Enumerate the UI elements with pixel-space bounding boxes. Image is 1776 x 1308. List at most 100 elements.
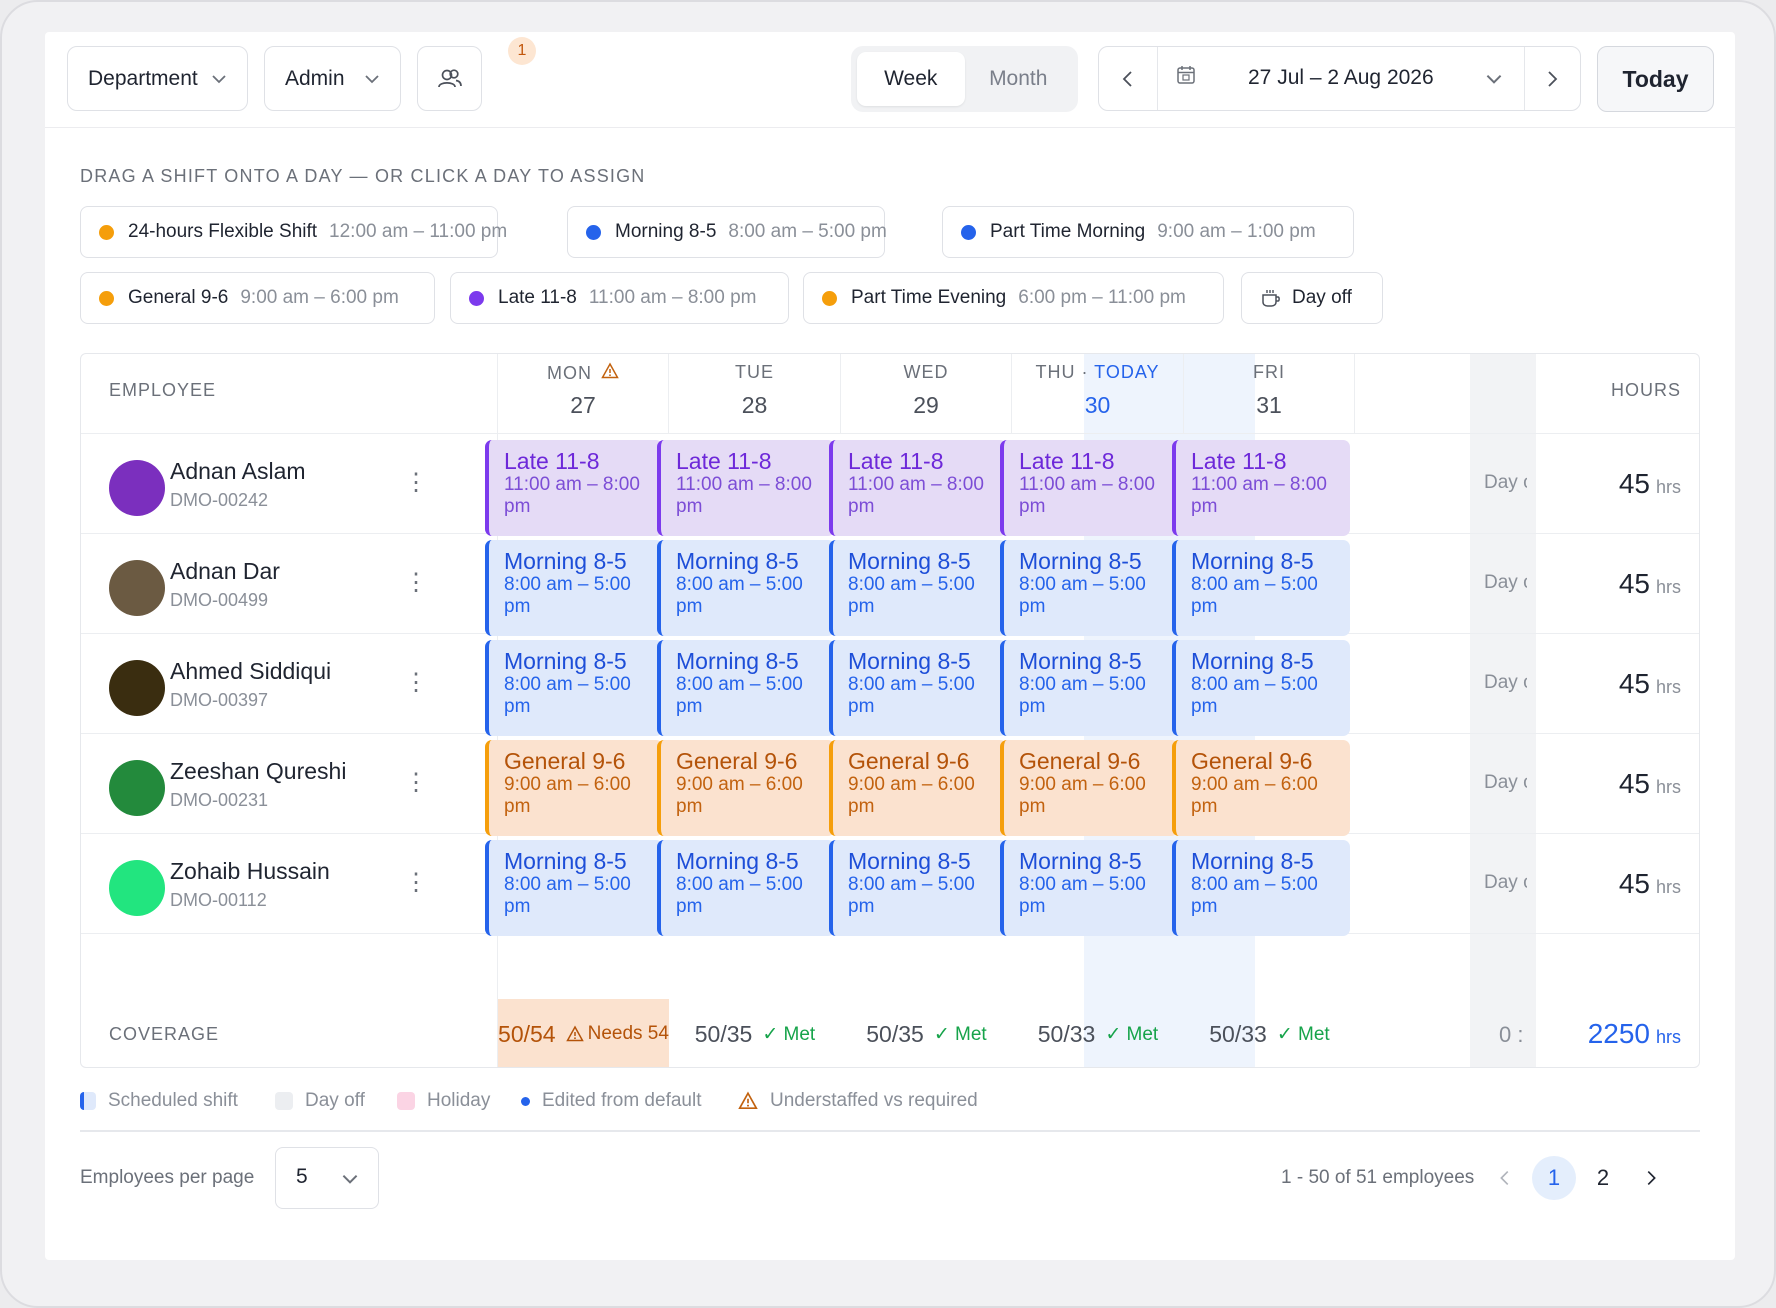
legend-understaffed: Understaffed vs required bbox=[738, 1090, 978, 1112]
dayoff-cell[interactable]: Day off bbox=[1484, 772, 1527, 793]
avatar bbox=[109, 760, 165, 816]
page-2-button[interactable]: 2 bbox=[1596, 1165, 1610, 1190]
dayoff-column bbox=[1470, 354, 1536, 1067]
scheduled-swatch bbox=[80, 1092, 96, 1110]
coverage-cell-fri: 50/33 ✓ Met bbox=[1209, 1020, 1330, 1047]
shift-block[interactable]: General 9-6 9:00 am – 6:00 pm bbox=[1000, 740, 1178, 836]
shift-block[interactable]: General 9-6 9:00 am – 6:00 pm bbox=[485, 740, 663, 836]
shift-chip[interactable]: Late 11-8 11:00 am – 8:00 pm bbox=[450, 272, 789, 324]
date-range-label[interactable]: 27 Jul – 2 Aug 2026 bbox=[1248, 66, 1434, 89]
shift-block[interactable]: Morning 8-5 8:00 am – 5:00 pm bbox=[657, 840, 835, 936]
group-filter-button[interactable] bbox=[417, 46, 482, 111]
shift-block[interactable]: General 9-6 9:00 am – 6:00 pm bbox=[657, 740, 835, 836]
hours-total: 45 hrs bbox=[1618, 768, 1681, 799]
shift-block[interactable]: Morning 8-5 8:00 am – 5:00 pm bbox=[657, 640, 835, 736]
shift-block[interactable]: Morning 8-5 8:00 am – 5:00 pm bbox=[485, 640, 663, 736]
users-icon bbox=[437, 68, 462, 87]
hours-total: 45 hrs bbox=[1618, 868, 1681, 899]
shift-color-dot bbox=[99, 224, 114, 240]
hours-column-header: HOURS bbox=[1610, 380, 1681, 400]
shift-block[interactable]: Morning 8-5 8:00 am – 5:00 pm bbox=[657, 540, 835, 636]
shift-chip[interactable]: General 9-6 9:00 am – 6:00 pm bbox=[80, 272, 435, 324]
shift-block[interactable]: Morning 8-5 8:00 am – 5:00 pm bbox=[829, 840, 1007, 936]
more-vertical-icon[interactable]: ⋮ bbox=[404, 469, 428, 496]
coverage-cell-thu: 50/33 ✓ Met bbox=[1037, 1020, 1159, 1047]
dayoff-cell[interactable]: Day off bbox=[1484, 872, 1527, 893]
chevron-right-icon[interactable] bbox=[1540, 67, 1564, 91]
per-page-select[interactable]: 5 bbox=[275, 1147, 379, 1209]
shift-chip[interactable]: Part Time Evening 6:00 pm – 11:00 pm bbox=[803, 272, 1224, 324]
dayoff-chip[interactable]: Day off bbox=[1241, 272, 1383, 324]
coverage-cell-mon: 50/54 Needs 54 bbox=[498, 999, 669, 1067]
shift-block[interactable]: Morning 8-5 8:00 am – 5:00 pm bbox=[1172, 840, 1350, 936]
coverage-label: COVERAGE bbox=[109, 1024, 220, 1044]
schedule-grid: EMPLOYEE MON 27 TUE 28 WED 29 THU · TODA… bbox=[80, 353, 1700, 1068]
shift-block[interactable]: Late 11-8 11:00 am – 8:00 pm bbox=[485, 440, 663, 536]
more-vertical-icon[interactable]: ⋮ bbox=[404, 669, 428, 696]
shift-block[interactable]: Morning 8-5 8:00 am – 5:00 pm bbox=[1000, 840, 1178, 936]
chevron-down-icon bbox=[342, 1174, 358, 1184]
shift-block[interactable]: Morning 8-5 8:00 am – 5:00 pm bbox=[1000, 640, 1178, 736]
today-button[interactable]: Today bbox=[1597, 46, 1714, 112]
shift-chip-name: Part Time Morning bbox=[990, 221, 1146, 242]
shift-block[interactable]: Morning 8-5 8:00 am – 5:00 pm bbox=[485, 840, 663, 936]
warning-icon bbox=[738, 1091, 758, 1110]
day-header-fri[interactable]: FRI 31 bbox=[1184, 354, 1355, 433]
month-view-button[interactable]: Month bbox=[989, 67, 1048, 90]
shift-block[interactable]: Morning 8-5 8:00 am – 5:00 pm bbox=[1000, 540, 1178, 636]
employee-id: DMO-00242 bbox=[170, 490, 269, 510]
dayoff-cell[interactable]: Day off bbox=[1484, 472, 1527, 493]
shift-block[interactable]: Late 11-8 11:00 am – 8:00 pm bbox=[657, 440, 835, 536]
check-icon: ✓ bbox=[762, 1023, 779, 1045]
shift-block[interactable]: General 9-6 9:00 am – 6:00 pm bbox=[829, 740, 1007, 836]
employee-id: DMO-00499 bbox=[170, 590, 269, 610]
shift-chip[interactable]: Part Time Morning 9:00 am – 1:00 pm bbox=[942, 206, 1354, 258]
more-vertical-icon[interactable]: ⋮ bbox=[404, 569, 428, 596]
day-header-tue[interactable]: TUE 28 bbox=[669, 354, 841, 433]
day-number: 29 bbox=[913, 392, 939, 418]
shift-block[interactable]: General 9-6 9:00 am – 6:00 pm bbox=[1172, 740, 1350, 836]
holiday-swatch bbox=[397, 1092, 415, 1110]
day-number: 31 bbox=[1256, 392, 1282, 418]
more-vertical-icon[interactable]: ⋮ bbox=[404, 769, 428, 796]
shift-block[interactable]: Morning 8-5 8:00 am – 5:00 pm bbox=[1172, 640, 1350, 736]
week-view-button[interactable]: Week bbox=[857, 52, 965, 106]
shift-chip-name: 24-hours Flexible Shift bbox=[128, 221, 318, 242]
chevron-left-icon[interactable] bbox=[1116, 67, 1140, 91]
next-page-button[interactable] bbox=[1629, 1156, 1673, 1200]
shift-block[interactable]: Late 11-8 11:00 am – 8:00 pm bbox=[1000, 440, 1178, 536]
shift-block[interactable]: Morning 8-5 8:00 am – 5:00 pm bbox=[1172, 540, 1350, 636]
shift-chip-name: Late 11-8 bbox=[498, 287, 577, 308]
per-page-label: Employees per page bbox=[80, 1167, 255, 1188]
role-dropdown[interactable]: Admin bbox=[264, 46, 401, 111]
shift-chip[interactable]: Morning 8-5 8:00 am – 5:00 pm bbox=[567, 206, 887, 258]
shift-color-dot bbox=[469, 290, 484, 306]
shift-chip-name: General 9-6 bbox=[128, 287, 229, 308]
shift-block[interactable]: Late 11-8 11:00 am – 8:00 pm bbox=[1172, 440, 1350, 536]
day-header-wed[interactable]: WED 29 bbox=[841, 354, 1012, 433]
page-1-button[interactable]: 1 bbox=[1532, 1156, 1576, 1200]
shift-block[interactable]: Morning 8-5 8:00 am – 5:00 pm bbox=[485, 540, 663, 636]
dayoff-cell[interactable]: Day off bbox=[1484, 572, 1527, 593]
more-vertical-icon[interactable]: ⋮ bbox=[404, 869, 428, 896]
shift-block[interactable]: Morning 8-5 8:00 am – 5:00 pm bbox=[829, 640, 1007, 736]
shift-chip[interactable]: 24-hours Flexible Shift 12:00 am – 11:00… bbox=[80, 206, 507, 258]
day-name: WED bbox=[903, 362, 949, 382]
prev-page-button[interactable] bbox=[1483, 1156, 1527, 1200]
dayoff-cell[interactable]: Day off bbox=[1484, 672, 1527, 693]
chevron-down-icon[interactable] bbox=[1483, 68, 1505, 90]
shift-block[interactable]: Late 11-8 11:00 am – 8:00 pm bbox=[829, 440, 1007, 536]
chevron-down-icon bbox=[212, 75, 226, 84]
employee-name: Ahmed Siddiqui bbox=[170, 658, 332, 684]
shift-block[interactable]: Morning 8-5 8:00 am – 5:00 pm bbox=[829, 540, 1007, 636]
shift-chip-time: 8:00 am – 5:00 pm bbox=[728, 221, 887, 242]
shift-chip-time: 9:00 am – 1:00 pm bbox=[1157, 221, 1316, 242]
day-header-thu[interactable]: THU · TODAY 30 bbox=[1012, 354, 1184, 433]
edited-dot bbox=[521, 1096, 530, 1106]
department-dropdown[interactable]: Department bbox=[67, 46, 248, 111]
day-header-mon[interactable]: MON 27 bbox=[498, 354, 669, 433]
day-name: THU · bbox=[1035, 362, 1095, 382]
employee-id: DMO-00112 bbox=[170, 890, 267, 910]
shift-chip-name: Morning 8-5 bbox=[615, 221, 717, 242]
legend-dayoff: Day off bbox=[275, 1090, 365, 1112]
